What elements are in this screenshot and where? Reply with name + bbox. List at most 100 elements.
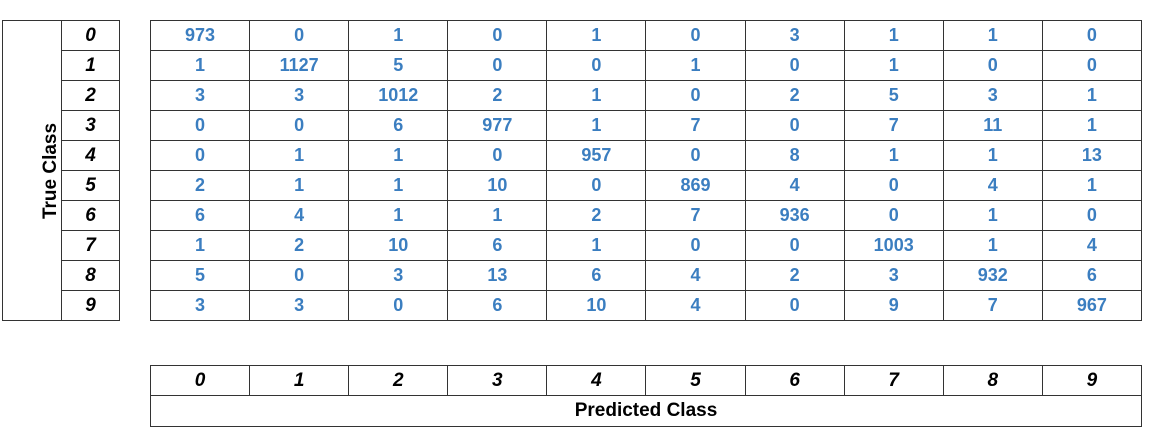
matrix-cell: 1 [249,140,350,171]
true-class-label: 7 [61,230,120,261]
matrix-cell: 932 [942,260,1043,291]
matrix-row: 3 3 0 6 10 4 0 9 7 967 [149,290,1143,321]
matrix-row: 6 4 1 1 2 7 936 0 1 0 [149,200,1143,231]
matrix-cell: 0 [942,50,1043,81]
predicted-class-title: Predicted Class [150,395,1142,427]
matrix-cell: 1 [348,20,449,51]
true-class-row: 9 [3,290,120,321]
matrix-row: 0 1 1 0 957 0 8 1 1 13 [149,140,1143,171]
matrix-cell: 5 [149,260,251,291]
matrix-cell: 0 [645,80,746,111]
matrix-cell: 2 [149,170,251,201]
true-class-label: 8 [61,260,120,291]
matrix-cell: 1012 [348,80,449,111]
matrix-cell: 1 [447,200,548,231]
matrix-cell: 4 [942,170,1043,201]
matrix-cell: 0 [645,20,746,51]
matrix-cell: 0 [744,110,845,141]
matrix-cell: 13 [447,260,548,291]
predicted-class-title-row: Predicted Class [150,395,1142,427]
matrix-cell: 0 [843,170,944,201]
true-class-axis: True Class 0 1 2 3 4 5 6 7 8 9 [2,20,120,321]
true-class-label: 4 [61,140,120,171]
matrix-cell: 7 [843,110,944,141]
true-class-label: 0 [61,20,120,51]
matrix-cell: 4 [249,200,350,231]
matrix-cell: 0 [843,200,944,231]
matrix-cell: 8 [744,140,845,171]
true-class-label: 6 [61,200,120,231]
true-class-title: True Class [40,122,62,219]
matrix-row: 1 2 10 6 1 0 0 1003 1 4 [149,230,1143,261]
matrix-cell: 4 [645,260,746,291]
predicted-class-label: 7 [843,365,944,396]
matrix-cell: 1 [546,80,647,111]
true-class-label: 5 [61,170,120,201]
matrix-cell: 10 [447,170,548,201]
matrix-cell: 4 [744,170,845,201]
predicted-class-label: 9 [1041,365,1143,396]
predicted-class-label: 4 [546,365,647,396]
matrix-cell: 1 [546,110,647,141]
matrix-cell: 6 [1041,260,1143,291]
matrix-cell: 3 [149,80,251,111]
matrix-cell: 6 [447,230,548,261]
matrix-cell: 0 [249,20,350,51]
matrix-cell: 0 [744,50,845,81]
matrix-cell: 6 [348,110,449,141]
matrix-cell: 973 [149,20,251,51]
matrix-cell: 9 [843,290,944,321]
matrix-cell: 2 [546,200,647,231]
confusion-matrix: 973 0 1 0 1 0 3 1 1 0 1 1127 5 0 0 1 0 1 0 0 3 3 1012 2 1 0 2 5 3 1 0 0… [149,20,1143,321]
matrix-cell: 1 [645,50,746,81]
matrix-cell: 1 [843,20,944,51]
confusion-matrix-body: 973 0 1 0 1 0 3 1 1 0 1 1127 5 0 0 1 0 1 0 0 3 3 1012 2 1 0 2 5 3 1 0 0… [149,20,1143,321]
predicted-class-label: 8 [942,365,1043,396]
matrix-cell: 0 [447,50,548,81]
true-class-row: 6 [3,200,120,231]
matrix-cell: 0 [447,20,548,51]
matrix-row: 1 1127 5 0 0 1 0 1 0 0 [149,50,1143,81]
matrix-cell: 0 [447,140,548,171]
predicted-class-label: 1 [249,365,350,396]
matrix-cell: 7 [645,110,746,141]
matrix-cell: 3 [249,290,350,321]
true-class-label: 2 [61,80,120,111]
matrix-cell: 5 [843,80,944,111]
matrix-row: 973 0 1 0 1 0 3 1 1 0 [149,20,1143,51]
matrix-cell: 6 [149,200,251,231]
true-class-row: 1 [3,50,120,81]
matrix-cell: 3 [744,20,845,51]
matrix-cell: 0 [645,230,746,261]
true-class-label: 9 [61,290,120,321]
matrix-cell: 3 [249,80,350,111]
matrix-cell: 1003 [843,230,944,261]
matrix-cell: 1 [1041,80,1143,111]
matrix-cell: 1 [348,140,449,171]
matrix-cell: 3 [942,80,1043,111]
true-class-title-cell: True Class [2,20,62,321]
matrix-cell: 957 [546,140,647,171]
matrix-cell: 3 [348,260,449,291]
true-class-row: True Class 0 [2,20,120,321]
matrix-cell: 1 [942,230,1043,261]
true-class-label: 1 [61,50,120,81]
matrix-cell: 7 [645,200,746,231]
matrix-cell: 0 [249,260,350,291]
matrix-cell: 2 [249,230,350,261]
matrix-cell: 3 [843,260,944,291]
matrix-cell: 1 [348,200,449,231]
matrix-cell: 0 [744,290,845,321]
matrix-cell: 1 [348,170,449,201]
matrix-cell: 10 [348,230,449,261]
matrix-cell: 0 [149,140,251,171]
matrix-cell: 1 [1041,110,1143,141]
matrix-cell: 1 [942,20,1043,51]
predicted-class-label: 3 [447,365,548,396]
matrix-cell: 2 [744,80,845,111]
true-class-label: 3 [61,110,120,141]
matrix-cell: 4 [645,290,746,321]
matrix-cell: 0 [1041,200,1143,231]
